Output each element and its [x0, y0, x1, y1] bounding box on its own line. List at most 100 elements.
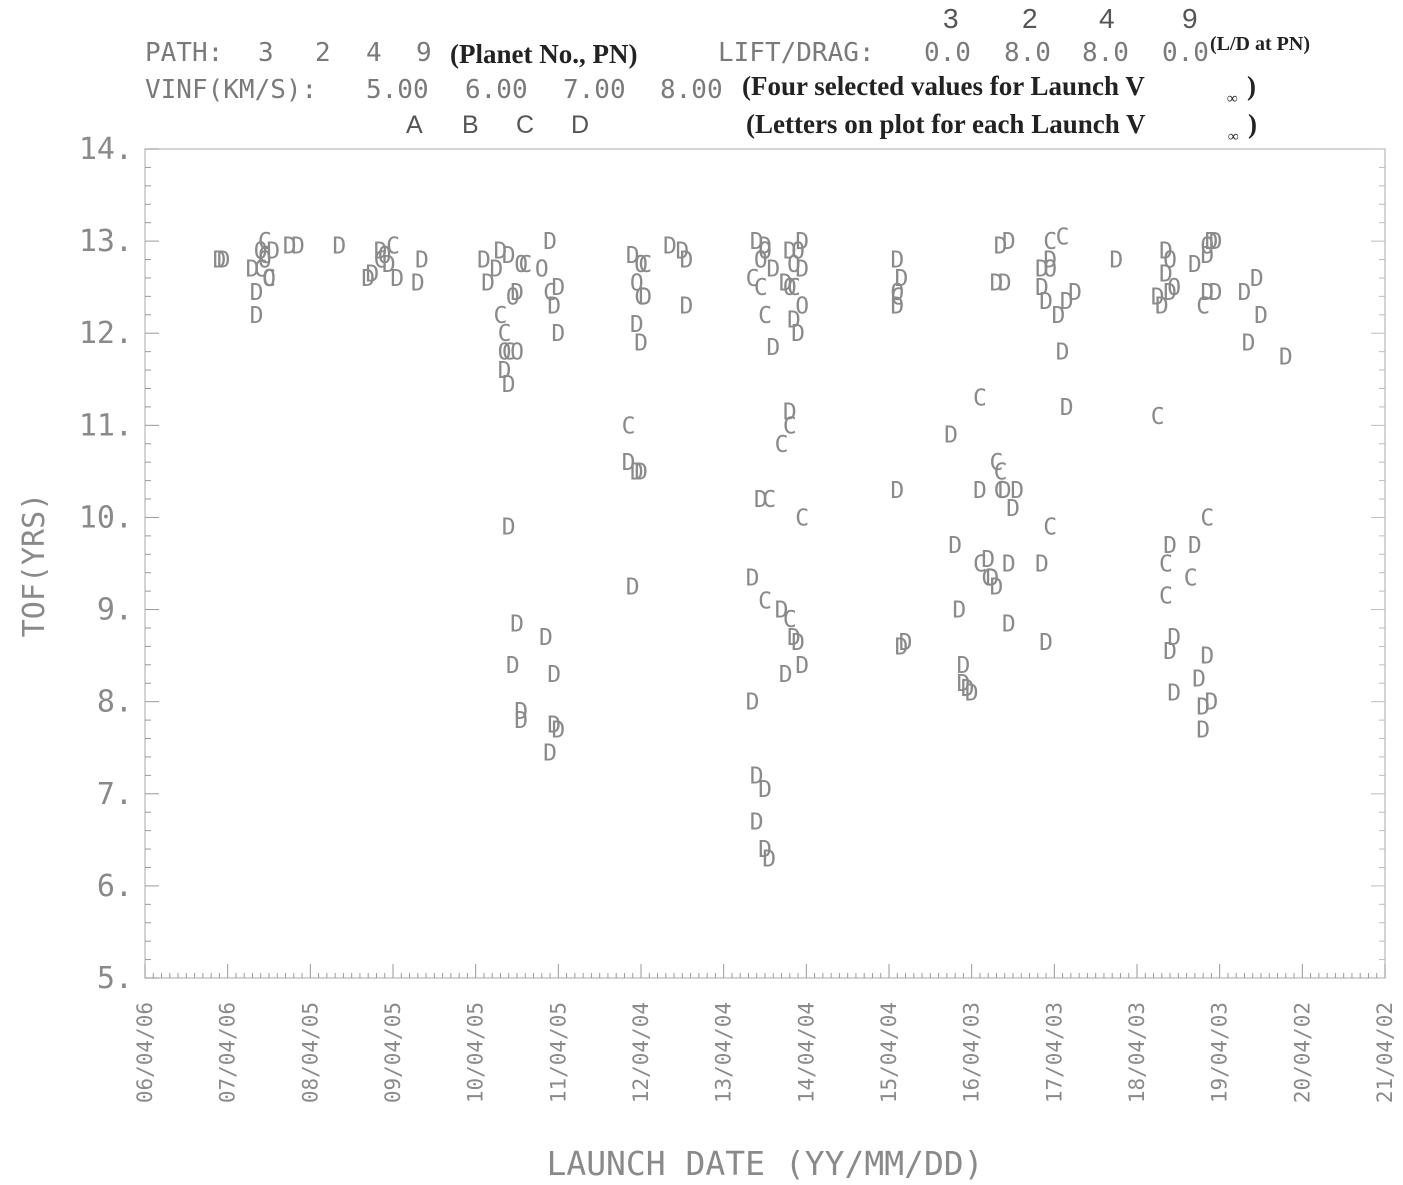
data-point-d: D [622, 450, 636, 476]
data-point-d: D [266, 238, 280, 264]
data-point-d: D [675, 238, 689, 264]
path-value-4: 9 [416, 38, 432, 68]
data-point-d: D [981, 547, 995, 573]
data-point-d: D [965, 680, 979, 706]
data-point-d: D [1196, 694, 1210, 720]
data-point-d: D [758, 777, 772, 803]
vinf-note: (Four selected values for Launch V [742, 71, 1145, 101]
data-point-d: D [1052, 303, 1066, 329]
data-point-d: D [489, 257, 503, 283]
letters-note: (Letters on plot for each Launch V [746, 109, 1146, 139]
y-tick-label: 5. [97, 961, 133, 996]
x-tick-label: 12/04/04 [629, 1002, 653, 1103]
data-point-d: D [551, 321, 565, 347]
data-point-d: D [1163, 533, 1177, 559]
data-point-o: O [1043, 257, 1057, 283]
data-point-d: D [506, 653, 520, 679]
path-value-2: 2 [315, 38, 331, 68]
y-tick-label: 7. [97, 777, 133, 812]
x-tick-label: 15/04/04 [877, 1002, 901, 1103]
data-point-d: D [1204, 690, 1218, 716]
lift-planet-3: 4 [1099, 3, 1115, 34]
data-point-o: O [758, 238, 772, 264]
data-point-d: D [762, 846, 776, 872]
data-point-d: D [1035, 275, 1049, 301]
data-point-d: D [990, 575, 1004, 601]
data-point-d: D [365, 261, 379, 287]
x-tick-label: 10/04/05 [464, 1002, 488, 1103]
data-point-d: D [543, 740, 557, 766]
data-point-d: D [626, 243, 640, 269]
data-point-d: D [894, 266, 908, 292]
data-point-d: D [1068, 280, 1082, 306]
data-point-d: D [514, 699, 528, 725]
data-point-d: D [952, 598, 966, 624]
letters-infinity: ∞ [1228, 129, 1239, 145]
data-point-c: C [254, 257, 268, 283]
data-point-d: D [1209, 229, 1223, 255]
data-point-d: D [899, 630, 913, 656]
data-point-d: D [750, 763, 764, 789]
data-point-d: D [795, 653, 809, 679]
data-point-d: D [680, 248, 694, 274]
data-point-d: D [783, 238, 797, 264]
x-tick-label: 09/04/05 [381, 1002, 405, 1103]
data-point-c: C [258, 243, 272, 269]
data-point-d: D [890, 248, 904, 274]
lift-value-3: 8.0 [1082, 38, 1129, 68]
data-point-d: D [1060, 395, 1074, 421]
data-point-o: O [791, 238, 805, 264]
data-point-o: O [506, 284, 520, 310]
letters-close-paren: ) [1248, 109, 1257, 139]
data-point-d: D [634, 330, 648, 356]
lift-planet-2: 2 [1022, 3, 1038, 34]
data-point-d: D [1254, 303, 1268, 329]
data-point-o: O [754, 248, 768, 274]
data-point-c: C [1159, 584, 1173, 610]
data-point-d: D [746, 565, 760, 591]
data-point-d: D [1188, 533, 1202, 559]
x-tick-label: 11/04/05 [546, 1002, 570, 1103]
data-point-c: C [518, 252, 532, 278]
data-point-d: D [361, 266, 375, 292]
data-point-d: D [779, 662, 793, 688]
data-point-d: D [663, 234, 677, 260]
vinf-value-2: 6.00 [465, 75, 528, 105]
data-point-d: D [382, 252, 396, 278]
lift-value-4: 0.0 [1162, 38, 1209, 68]
data-point-d: D [944, 423, 958, 449]
path-label: PATH: [145, 38, 223, 68]
x-tick-label: 21/04/02 [1373, 1002, 1397, 1103]
data-point-c: C [758, 588, 772, 614]
data-point-d: D [750, 229, 764, 255]
vinf-value-4: 8.00 [660, 75, 723, 105]
data-point-d: D [956, 671, 970, 697]
data-point-d: D [746, 690, 760, 716]
data-point-d: D [1163, 639, 1177, 665]
data-point-d: D [1035, 552, 1049, 578]
x-tick-label: 06/04/06 [133, 1002, 157, 1103]
data-point-c: C [795, 505, 809, 531]
data-point-d: D [961, 676, 975, 702]
data-point-d: D [1159, 238, 1173, 264]
data-point-c: C [890, 284, 904, 310]
data-point-d: D [1039, 630, 1053, 656]
data-point-d: D [539, 625, 553, 651]
data-point-d: D [212, 248, 226, 274]
data-point-d: D [1238, 280, 1252, 306]
vinf-value-3: 7.00 [563, 75, 626, 105]
data-point-c: C [494, 303, 508, 329]
data-point-o: O [378, 243, 392, 269]
data-point-d: D [1200, 644, 1214, 670]
data-point-d: D [750, 809, 764, 835]
path-note: (Planet No., PN) [450, 39, 637, 69]
data-point-d: D [791, 630, 805, 656]
data-point-c: C [775, 432, 789, 458]
data-point-c: C [994, 459, 1008, 485]
data-point-o: O [1200, 234, 1214, 260]
vinf-label: VINF(KM/S): [145, 75, 317, 105]
data-point-d: D [890, 478, 904, 504]
data-point-o: O [634, 252, 648, 278]
lift-planet-4: 9 [1182, 3, 1198, 34]
x-tick-label: 17/04/03 [1042, 1002, 1066, 1103]
